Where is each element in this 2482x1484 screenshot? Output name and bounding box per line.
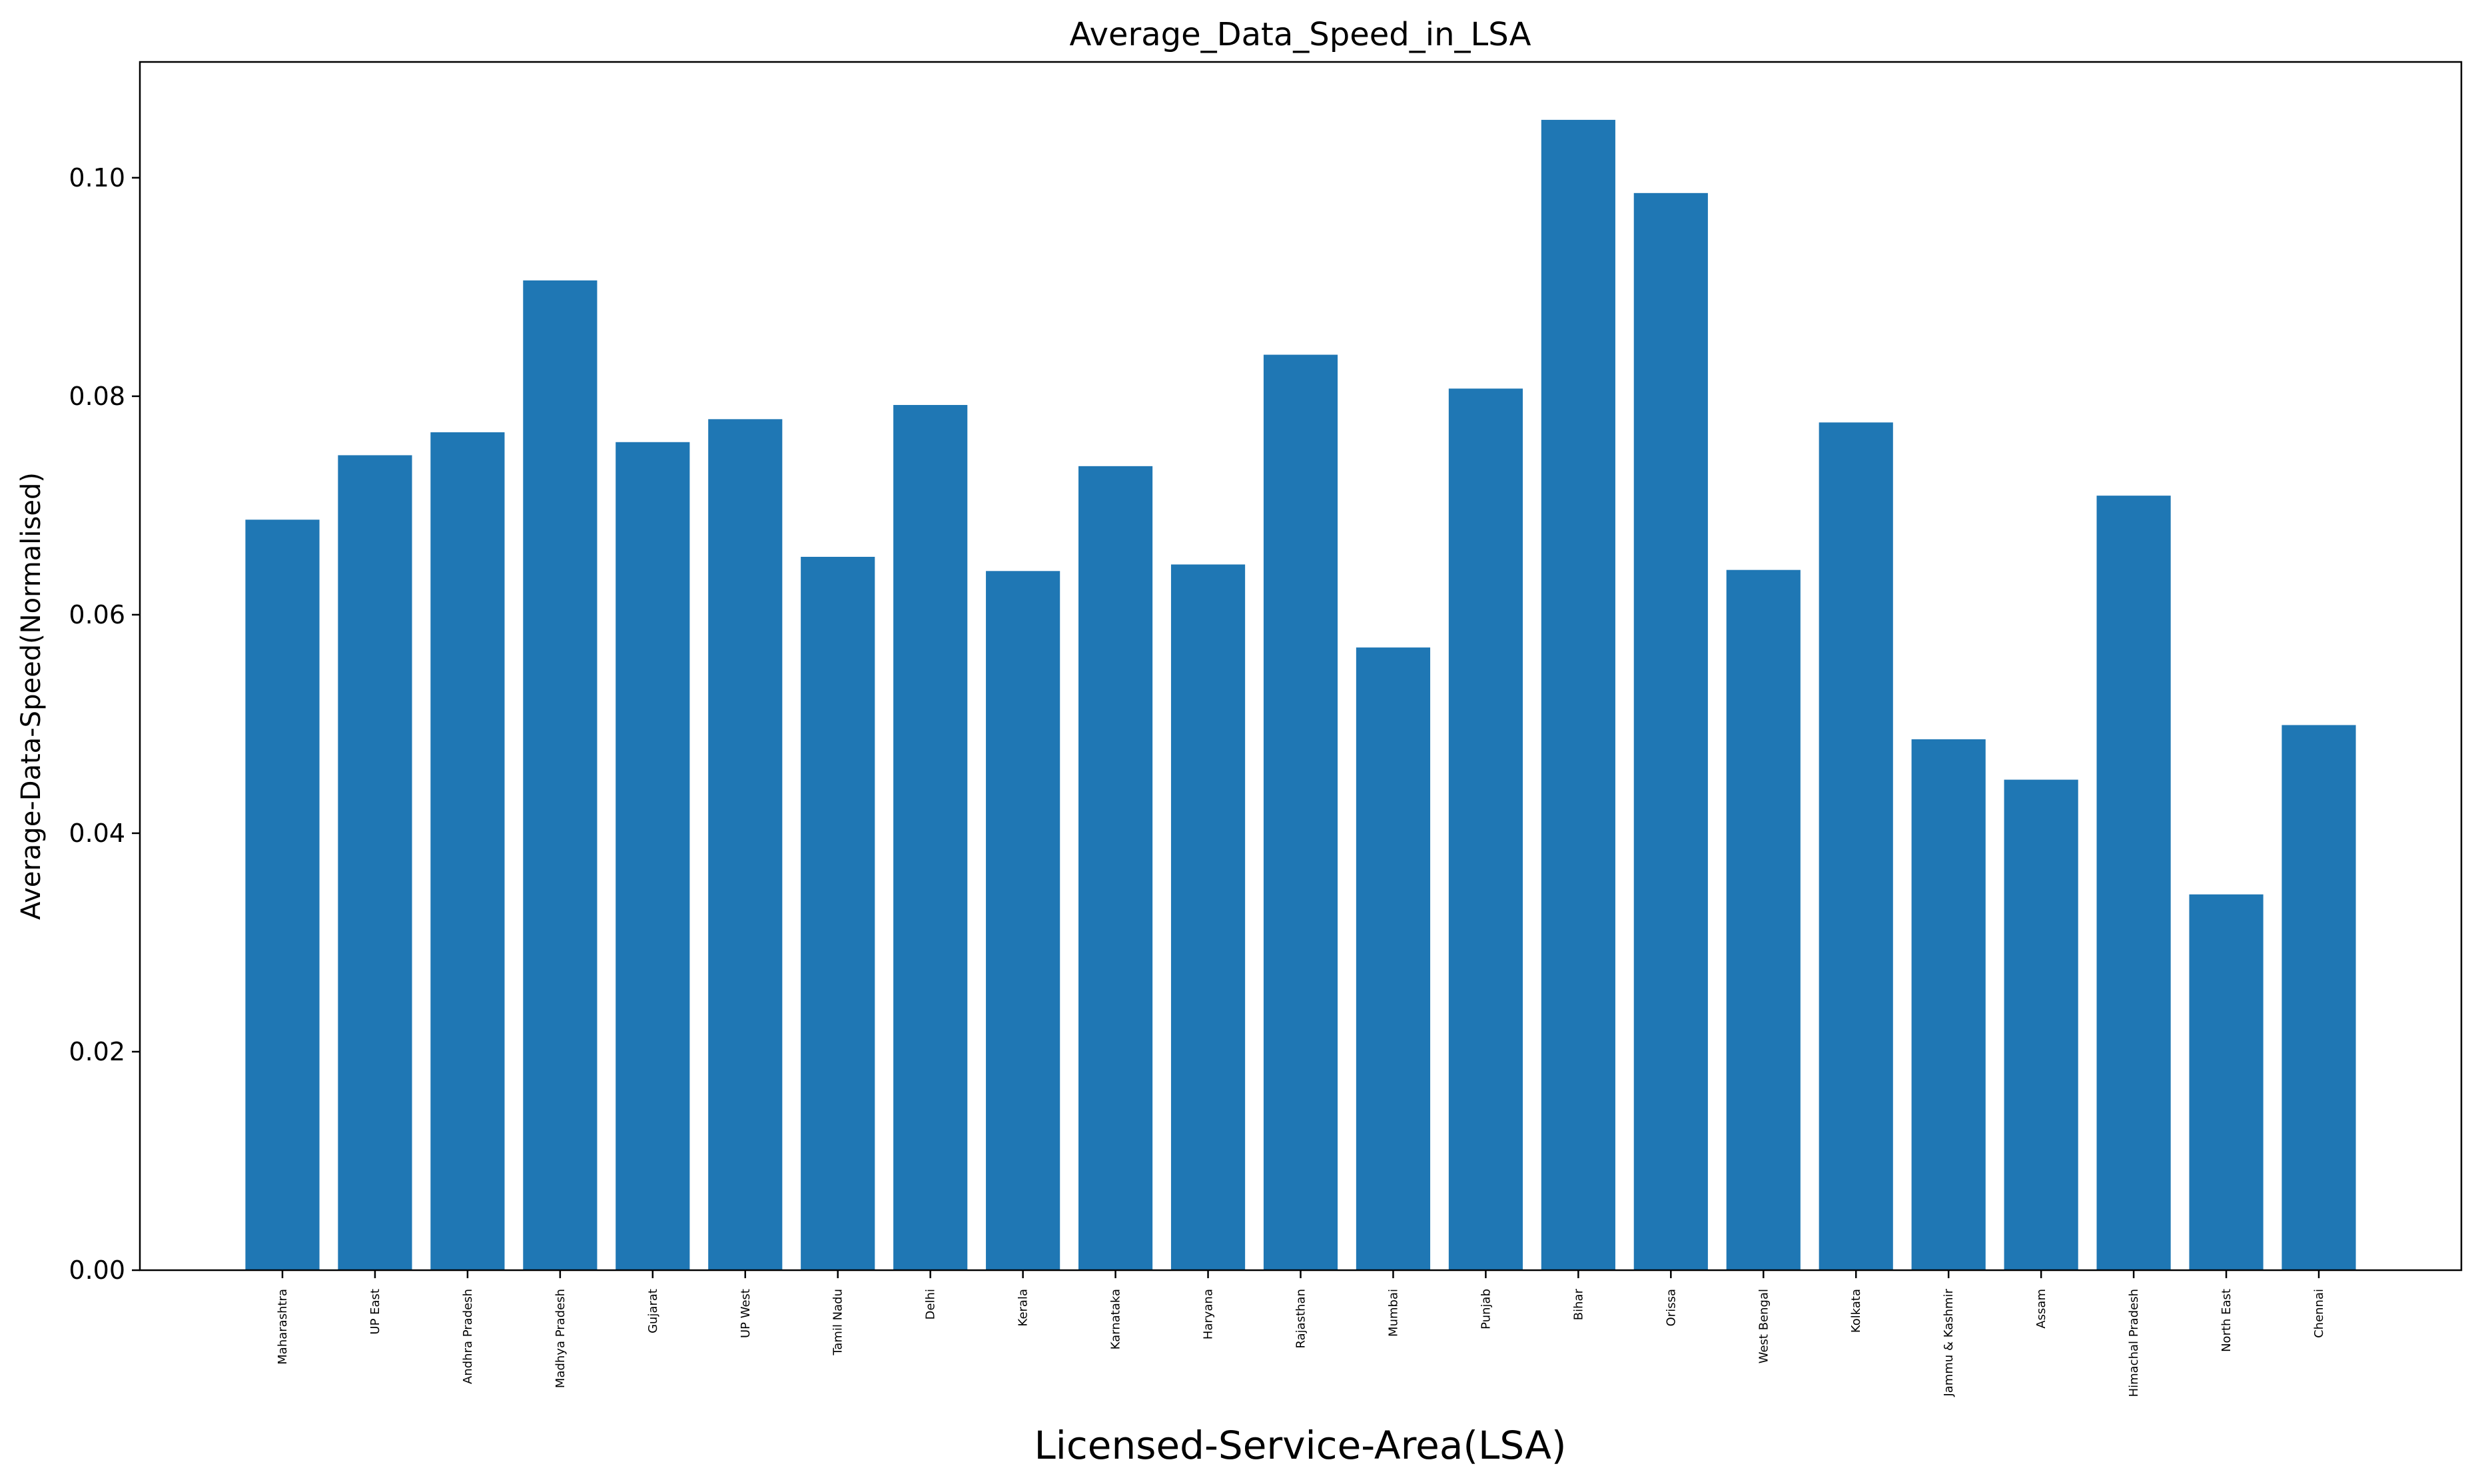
x-tick-label: Haryana	[1202, 1289, 1216, 1339]
bar-andhra-pradesh	[430, 432, 505, 1270]
x-tick-label: Mumbai	[1386, 1289, 1400, 1337]
bar-up-east	[338, 455, 412, 1270]
bar-bihar	[1541, 119, 1615, 1270]
x-axis-label: Licensed-Service-Area(LSA)	[1034, 1423, 1566, 1468]
x-tick-label: Jammu & Kashmir	[1942, 1288, 1956, 1397]
x-tick-label: Kerala	[1017, 1289, 1031, 1326]
bar-maharashtra	[245, 520, 320, 1270]
x-tick-label: Karnataka	[1109, 1289, 1123, 1349]
x-tick-label: Maharashtra	[276, 1289, 290, 1365]
x-tick-label: Rajasthan	[1294, 1289, 1308, 1348]
x-tick-label: Bihar	[1571, 1288, 1585, 1320]
x-tick-label: Punjab	[1479, 1289, 1493, 1329]
bar-west-bengal	[1726, 569, 1801, 1271]
y-tick-label: 0.08	[69, 382, 125, 411]
x-tick-label: Assam	[2034, 1289, 2048, 1329]
bars-group	[245, 119, 2356, 1271]
x-tick-label: Chennai	[2312, 1289, 2326, 1338]
x-ticks-group: Maharashtra UP East Andhra Pradesh Madhya P…	[276, 1270, 2326, 1397]
x-tick-label: UP West	[739, 1289, 753, 1338]
x-tick-label: Himachal Pradesh	[2127, 1289, 2141, 1397]
bar-mumbai	[1356, 647, 1431, 1270]
plot-frame	[139, 61, 2463, 1272]
x-tick-label: Andhra Pradesh	[461, 1289, 475, 1384]
y-tick-label: 0.10	[69, 163, 125, 192]
x-tick-label: Tamil Nadu	[831, 1289, 845, 1356]
y-tick-label: 0.00	[69, 1256, 125, 1285]
y-ticks-group: 0.00 0.02 0.04 0.06 0.08 0.10	[69, 163, 140, 1285]
bar-chennai	[2281, 725, 2356, 1270]
x-tick-label: Gujarat	[646, 1289, 660, 1333]
y-axis-label: Average-Data-Speed(Normalised)	[16, 472, 47, 920]
x-tick-label: Orissa	[1664, 1289, 1678, 1326]
bar-gujarat	[616, 442, 690, 1271]
bar-punjab	[1448, 388, 1523, 1270]
x-tick-label: Kolkata	[1849, 1289, 1863, 1333]
x-tick-label: North East	[2220, 1289, 2234, 1352]
bar-north-east	[2189, 894, 2264, 1270]
y-tick-label: 0.02	[69, 1037, 125, 1066]
chart-title: Average_Data_Speed_in_LSA	[1070, 16, 1531, 53]
bar-up-west	[708, 419, 783, 1270]
bar-kolkata	[1819, 422, 1893, 1270]
bar-jammu-kashmir	[1911, 739, 1986, 1270]
x-tick-label: West Bengal	[1757, 1289, 1771, 1363]
x-tick-label: UP East	[368, 1289, 382, 1335]
bar-haryana	[1170, 564, 1246, 1270]
bar-assam	[2004, 779, 2078, 1270]
bar-kerala	[986, 571, 1060, 1271]
x-tick-label: Delhi	[924, 1289, 938, 1319]
y-tick-label: 0.06	[69, 600, 125, 629]
bar-rajasthan	[1263, 354, 1338, 1270]
y-tick-label: 0.04	[69, 819, 125, 848]
bar-tamil-nadu	[801, 556, 875, 1270]
x-tick-label: Madhya Pradesh	[554, 1289, 568, 1388]
bar-orissa	[1633, 192, 1708, 1270]
bar-himachal-pradesh	[2096, 496, 2171, 1270]
bar-delhi	[893, 405, 968, 1271]
bar-karnataka	[1078, 466, 1153, 1270]
bar-madhya-pradesh	[523, 280, 598, 1270]
